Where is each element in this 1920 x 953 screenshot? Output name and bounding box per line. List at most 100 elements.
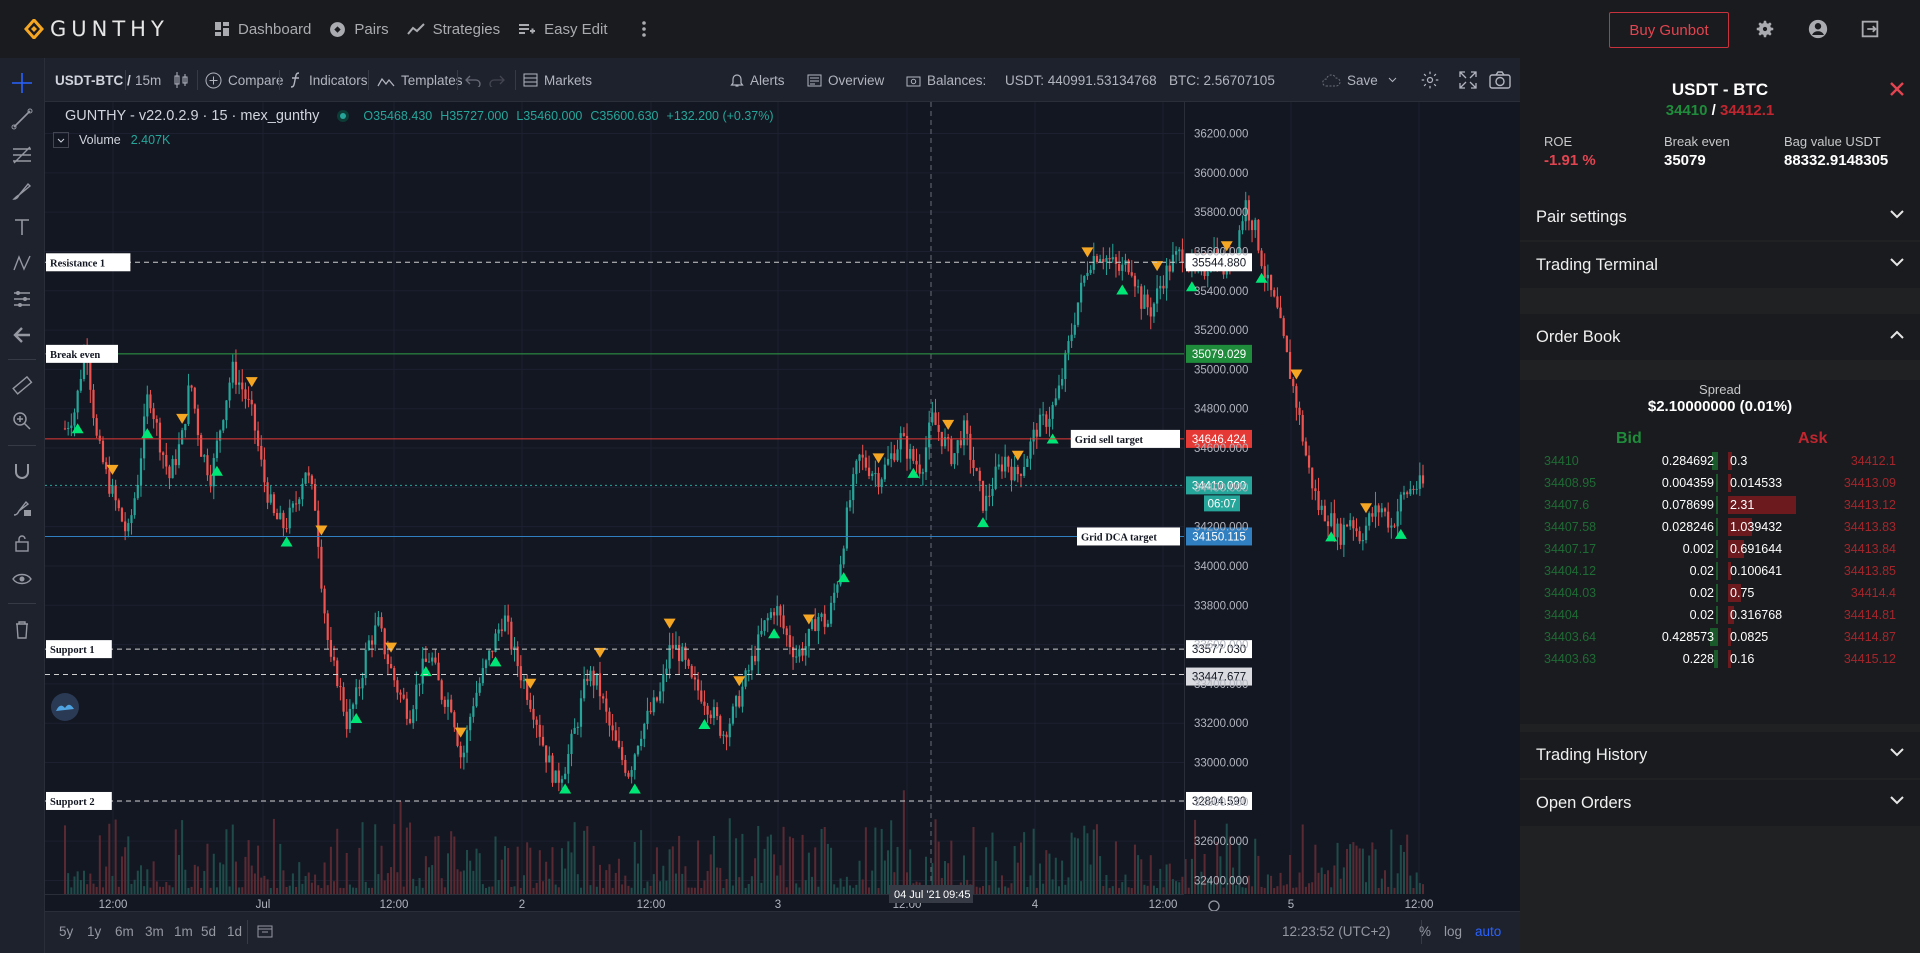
candle-body: [1143, 294, 1146, 309]
order-book-row[interactable]: 34404.03 0.02 0.75 34414.4: [1520, 582, 1920, 604]
gunthy-logo[interactable]: GUNTHY: [24, 17, 184, 41]
account-icon[interactable]: [1807, 18, 1829, 40]
symbol-search[interactable]: USDT-BTC /: [55, 72, 131, 88]
lock-icon[interactable]: [11, 532, 33, 554]
order-book-row[interactable]: 34404 0.02 0.316768 34414.81: [1520, 604, 1920, 626]
trading-history-accordion[interactable]: Trading History: [1520, 732, 1920, 778]
nav-easy-edit[interactable]: Easy Edit: [518, 21, 608, 38]
text-tool-icon[interactable]: [11, 216, 33, 238]
overview-button[interactable]: Overview: [807, 58, 884, 102]
balances-button[interactable]: Balances:: [906, 58, 986, 102]
ruler-icon[interactable]: [11, 374, 33, 396]
redo-icon[interactable]: [489, 58, 511, 102]
bid-price: 34403.63: [1544, 652, 1597, 666]
volume-bar: [814, 847, 817, 894]
candle-body: [532, 708, 535, 720]
volume-bar: [738, 877, 741, 894]
range-5d[interactable]: 5d: [201, 924, 217, 939]
candle-body: [1054, 398, 1057, 406]
brush-icon[interactable]: [11, 180, 33, 202]
compare-button[interactable]: Compare: [205, 58, 284, 102]
candle-body: [1111, 257, 1114, 260]
range-1y[interactable]: 1y: [87, 924, 102, 939]
interval-selector[interactable]: 15m: [135, 72, 162, 88]
price-axis-tick: 34200.000: [1194, 522, 1248, 534]
level-label-box: [46, 640, 112, 659]
range-5y[interactable]: 5y: [59, 924, 74, 939]
order-book-row[interactable]: 34403.64 0.428573 0.0825 34414.87: [1520, 626, 1920, 648]
undo-icon[interactable]: [465, 58, 487, 102]
nav-pairs[interactable]: Pairs: [329, 21, 389, 38]
logout-icon[interactable]: [1859, 18, 1881, 40]
lock-drawing-icon[interactable]: [11, 496, 33, 518]
range-3m[interactable]: 3m: [145, 924, 164, 939]
open-orders-accordion[interactable]: Open Orders: [1520, 780, 1920, 826]
chart-settings-icon[interactable]: [1420, 58, 1446, 102]
prediction-icon[interactable]: [11, 288, 33, 310]
price-axis-tick: 33600.000: [1194, 640, 1248, 652]
close-icon[interactable]: [1888, 80, 1906, 98]
percent-scale-toggle[interactable]: %: [1419, 924, 1432, 939]
candle-body: [1409, 488, 1412, 495]
chart-type-candles-icon[interactable]: [173, 58, 195, 102]
crosshair-icon[interactable]: [11, 72, 33, 94]
buy-gunbot-button[interactable]: Buy Gunbot: [1609, 12, 1729, 48]
candle-body: [589, 670, 592, 682]
collapse-legend-chevron-icon[interactable]: [53, 132, 69, 148]
back-arrow-icon[interactable]: [11, 324, 33, 346]
price-axis-tag: [1186, 253, 1252, 272]
order-book-accordion[interactable]: Order Book: [1520, 314, 1920, 360]
fullscreen-icon[interactable]: [1459, 58, 1483, 102]
zoom-in-icon[interactable]: [11, 410, 33, 432]
price-axis-tick: 34600.000: [1194, 443, 1248, 455]
order-book-row[interactable]: 34404.12 0.02 0.100641 34413.85: [1520, 560, 1920, 582]
volume-bar: [728, 818, 731, 894]
goto-date-calendar-icon[interactable]: [257, 924, 273, 941]
pair-settings-accordion[interactable]: Pair settings: [1520, 194, 1920, 240]
order-book-row[interactable]: 34407.6 0.078699 2.31 34413.12: [1520, 494, 1920, 516]
order-book-row[interactable]: 34410 0.284692 0.3 34412.1: [1520, 450, 1920, 472]
nav-strategies[interactable]: Strategies: [406, 21, 500, 38]
candle-body: [753, 655, 757, 662]
alerts-button[interactable]: Alerts: [730, 58, 785, 102]
snapshot-camera-icon[interactable]: [1489, 58, 1517, 102]
candle-body: [836, 584, 839, 593]
auto-scale-toggle[interactable]: auto: [1475, 924, 1502, 939]
axis-settings-icon[interactable]: [1208, 900, 1220, 911]
more-menu-icon[interactable]: [634, 19, 654, 39]
candle-body: [209, 475, 212, 487]
log-scale-toggle[interactable]: log: [1444, 924, 1463, 939]
candlestick-chart-svg[interactable]: Resistance 1 35544.880 Break even 35079.029…: [45, 102, 1520, 911]
templates-button[interactable]: Templates: [377, 58, 463, 102]
markets-button[interactable]: Markets: [523, 58, 592, 102]
save-button[interactable]: Save: [1321, 58, 1403, 102]
settings-gear-icon[interactable]: [1754, 18, 1776, 40]
study-title[interactable]: GUNTHY - v22.0.2.9 · 15 · mex_gunthy: [65, 108, 320, 124]
candle-body: [475, 692, 478, 707]
price-chart[interactable]: Resistance 1 35544.880 Break even 35079.029…: [45, 102, 1520, 911]
volume-bar: [1127, 887, 1130, 894]
trash-icon[interactable]: [11, 618, 33, 640]
range-1d[interactable]: 1d: [227, 924, 243, 939]
trading-terminal-accordion[interactable]: Trading Terminal: [1520, 242, 1920, 288]
roe-stat: ROE -1.91 %: [1544, 134, 1596, 169]
volume-bar: [143, 886, 146, 894]
fib-retracement-icon[interactable]: [11, 144, 33, 166]
trend-line-icon[interactable]: [11, 108, 33, 130]
range-6m[interactable]: 6m: [115, 924, 134, 939]
volume-bar: [1073, 837, 1076, 894]
ask-depth-bar: [1728, 496, 1796, 514]
order-book-row[interactable]: 34407.58 0.028246 1.039432 34413.83: [1520, 516, 1920, 538]
order-book-row[interactable]: 34407.17 0.002 0.691644 34413.84: [1520, 538, 1920, 560]
candle-body: [858, 454, 861, 461]
order-book-row[interactable]: 34403.63 0.228 0.16 34415.12: [1520, 648, 1920, 670]
order-book-row[interactable]: 34408.95 0.004359 0.014533 34413.09: [1520, 472, 1920, 494]
range-1m[interactable]: 1m: [174, 924, 193, 939]
nav-dashboard[interactable]: Dashboard: [214, 21, 311, 38]
eye-icon[interactable]: [11, 568, 33, 590]
utc-clock[interactable]: 12:23:52 (UTC+2): [1282, 924, 1391, 939]
volume-bar: [320, 887, 323, 894]
indicators-button[interactable]: Indicators: [289, 58, 368, 102]
pattern-icon[interactable]: [11, 252, 33, 274]
magnet-icon[interactable]: [11, 460, 33, 482]
